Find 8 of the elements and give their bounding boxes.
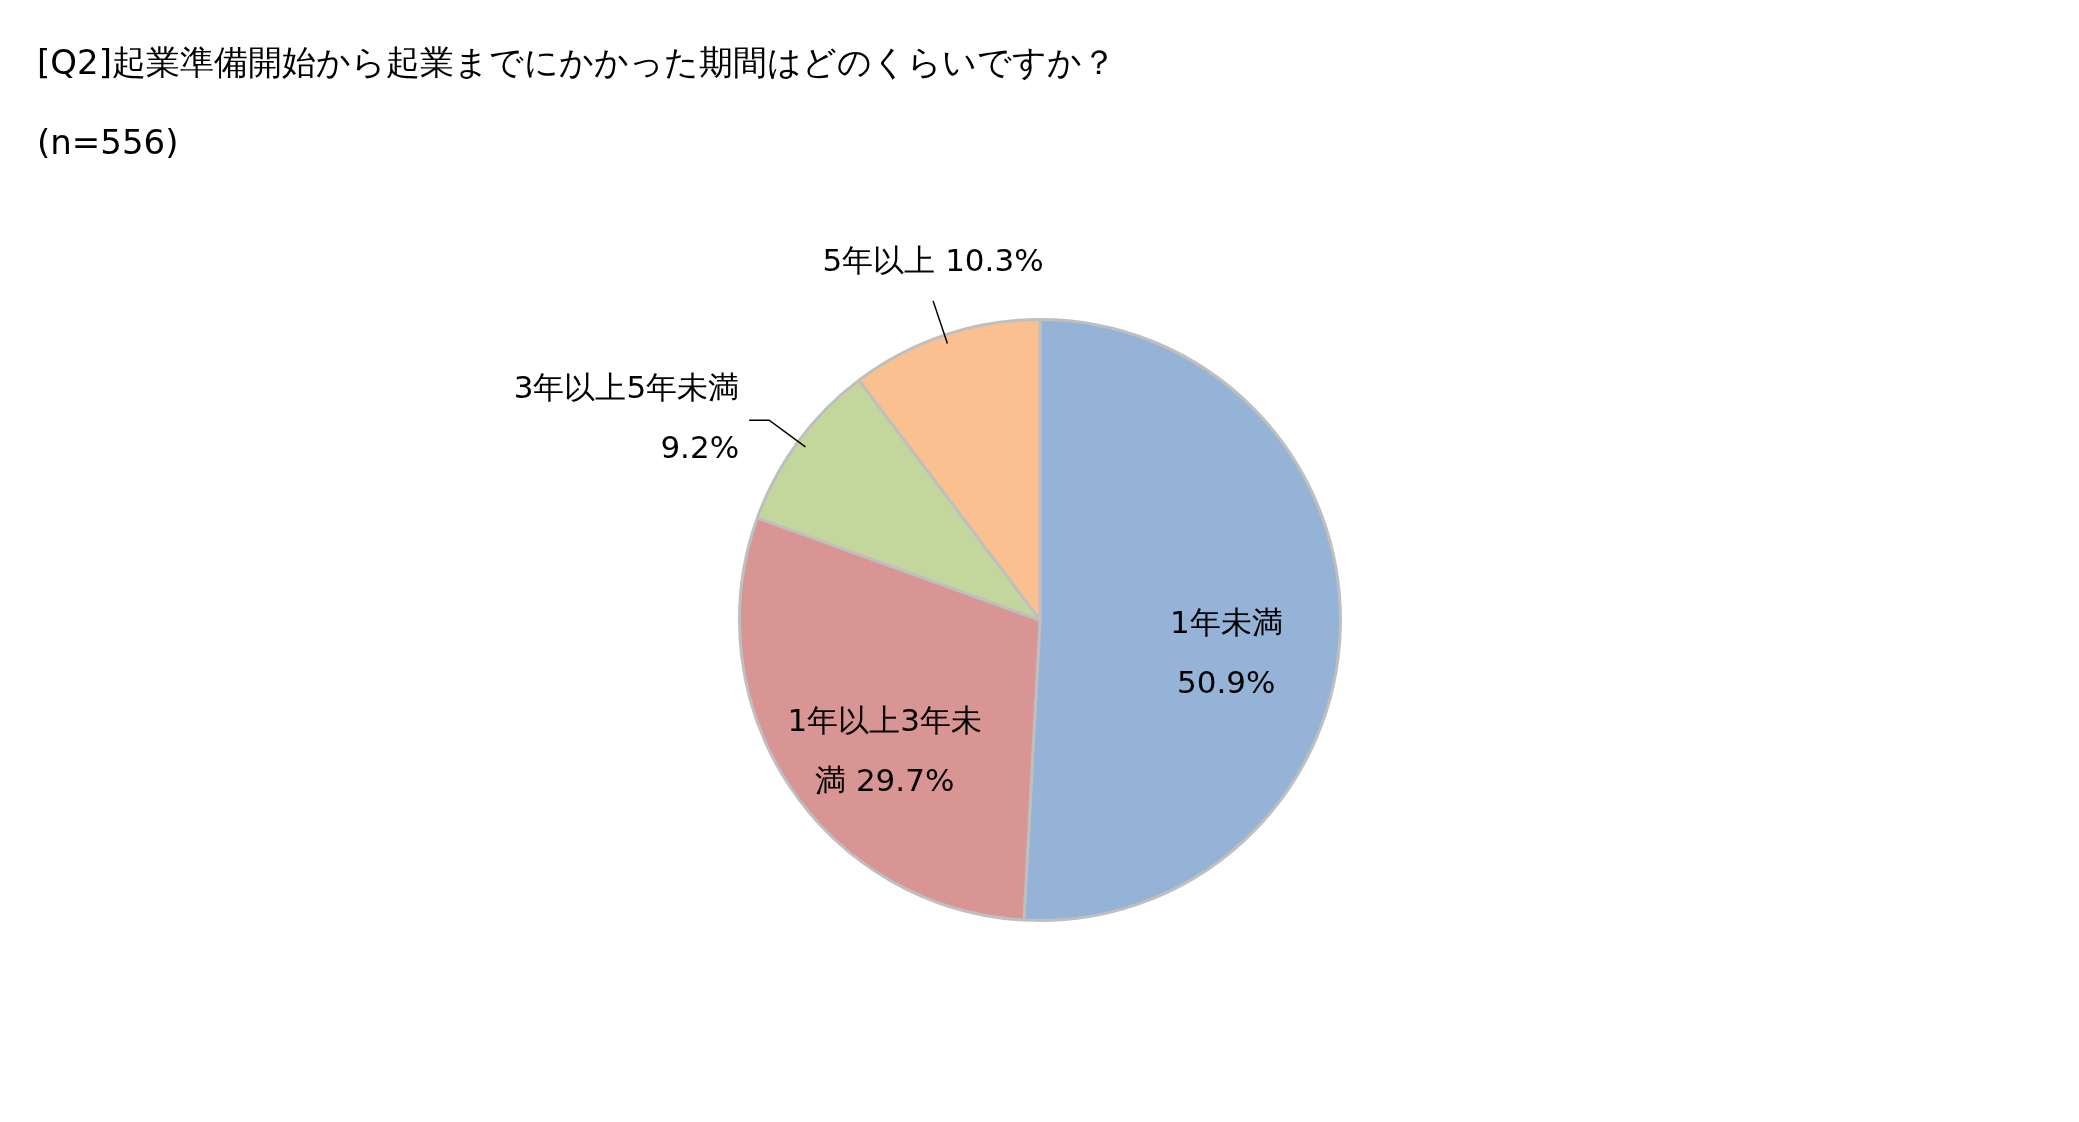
data-label: 9.2% [660, 429, 740, 466]
slice-label: 3年以上5年未満 [513, 369, 740, 406]
slice-label: 1年以上3年未満 29.7% [787, 701, 982, 798]
slice-label: 5年以上 10.3% [822, 241, 1044, 278]
slice-label: 1年未満 [1169, 604, 1283, 641]
text: (n=556) [37, 122, 179, 162]
data-label: 50.9% [1177, 664, 1276, 701]
chart-title: [Q2]起業準備開始から起業までにかかった期間はどのくらいですか？ [37, 41, 1116, 84]
